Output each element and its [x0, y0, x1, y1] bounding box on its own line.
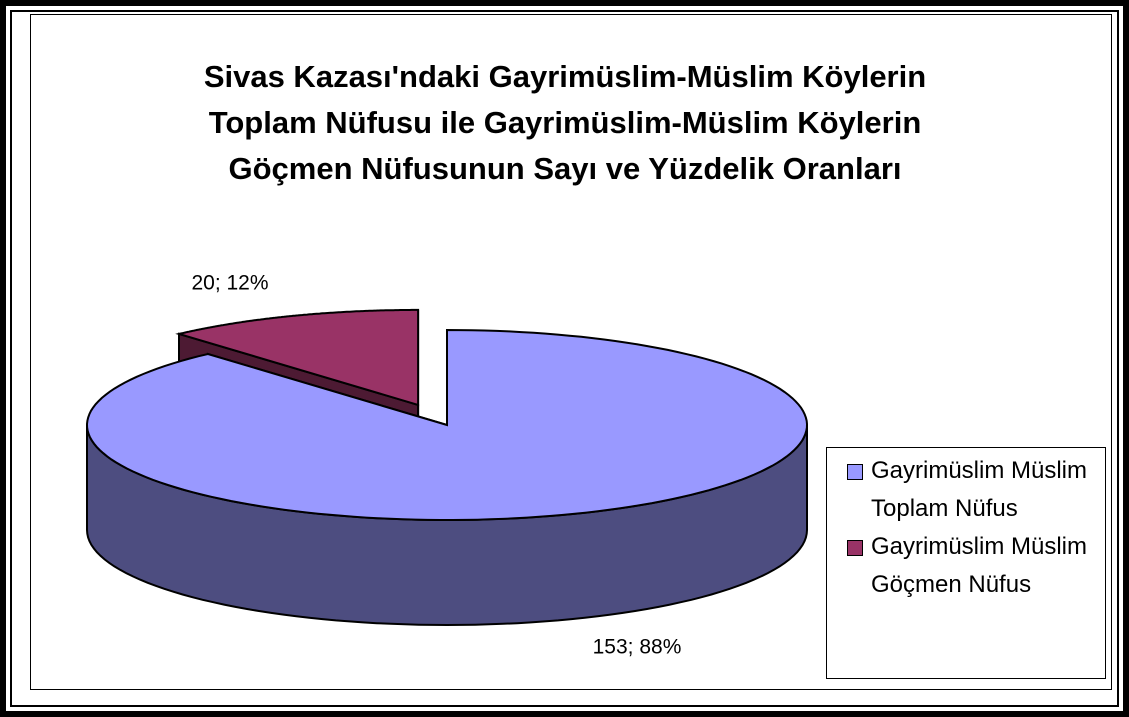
legend-swatch — [847, 540, 863, 556]
legend-swatch — [847, 464, 863, 480]
legend-entry: Gayrimüslim Müslim Göçmen Nüfus — [841, 528, 1097, 604]
data-label: 20; 12% — [191, 272, 268, 295]
title-line: Göçmen Nüfusunun Sayı ve Yüzdelik Oranla… — [228, 151, 902, 186]
legend: Gayrimüslim Müslim Toplam Nüfus Gayrimüsl… — [826, 447, 1106, 679]
chart-area — [30, 14, 1112, 690]
slice — [175, 308, 420, 407]
slice — [85, 328, 809, 521]
legend-label: Gayrimüslim Müslim Göçmen Nüfus — [871, 533, 1087, 598]
legend-entry: Gayrimüslim Müslim Toplam Nüfus — [841, 452, 1097, 528]
inner-frame — [10, 10, 1119, 707]
data-label: 153; 88% — [593, 636, 682, 659]
legend-label: Gayrimüslim Müslim Toplam Nüfus — [871, 457, 1087, 522]
chart-title: Sivas Kazası'ndaki Gayrimüslim-Müslim Kö… — [80, 54, 1050, 192]
title-line: Sivas Kazası'ndaki Gayrimüslim-Müslim Kö… — [203, 59, 927, 94]
title-line: Toplam Nüfusu ile Gayrimüslim-Müslim Köy… — [208, 105, 922, 140]
